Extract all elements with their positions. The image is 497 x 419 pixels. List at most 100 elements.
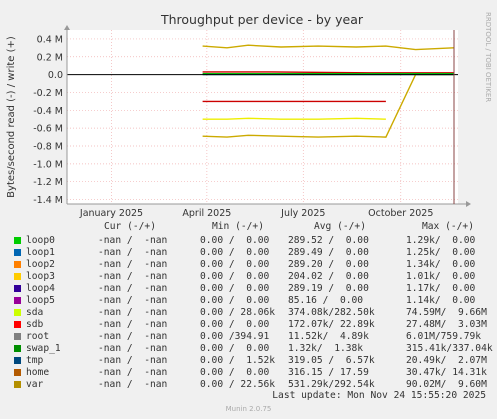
x-axis-arrow-icon — [466, 201, 471, 207]
legend-avg: 11.52k/ 4.89k — [288, 331, 369, 342]
legend-swatch — [14, 309, 21, 316]
legend-name: loop4 — [26, 283, 55, 294]
x-tick-label: April 2025 — [182, 208, 231, 219]
legend-header-max: Max (-/+) — [422, 221, 474, 232]
x-tick-label: July 2025 — [280, 208, 325, 219]
legend-name: loop1 — [26, 247, 55, 258]
legend-name: sdb — [26, 319, 44, 330]
legend-min: 0.00 / 0.00 — [200, 271, 270, 282]
legend-min: 0.00 / 22.56k — [200, 379, 276, 390]
legend-max: 20.49k/ 2.07M — [406, 355, 487, 366]
legend-cur: -nan / -nan — [98, 259, 168, 270]
legend-max: 27.48M/ 3.03M — [406, 319, 487, 330]
legend-name: loop2 — [26, 259, 55, 270]
legend-name: sda — [26, 307, 44, 318]
legend-swatch — [14, 357, 21, 364]
legend-cur: -nan / -nan — [98, 235, 168, 246]
legend-max: 30.47k/ 14.31k — [406, 367, 487, 378]
legend-avg: 85.16 / 0.00 — [288, 295, 364, 306]
legend-min: 0.00 / 0.00 — [200, 319, 270, 330]
legend-min: 0.00 / 28.06k — [200, 307, 276, 318]
legend-min: 0.00 / 0.00 — [200, 235, 270, 246]
legend-avg: 289.52 / 0.00 — [288, 235, 369, 246]
legend-cur: -nan / -nan — [98, 247, 168, 258]
y-tick-label: -0.6 M — [33, 124, 63, 135]
legend-swatch — [14, 369, 21, 376]
y-tick-label: 0.0 — [48, 70, 63, 81]
legend-swatch — [14, 381, 21, 388]
legend-max: 1.34k/ 0.00 — [406, 259, 476, 270]
legend-cur: -nan / -nan — [98, 379, 168, 390]
series-line-var — [202, 73, 454, 138]
legend-cur: -nan / -nan — [98, 271, 168, 282]
legend-header-min: Min (-/+) — [212, 221, 264, 232]
legend-min: 0.00 / 0.00 — [200, 259, 270, 270]
legend-name: tmp — [26, 355, 44, 366]
legend-cur: -nan / -nan — [98, 307, 168, 318]
legend-cur: -nan / -nan — [98, 283, 168, 294]
legend-avg: 289.19 / 0.00 — [288, 283, 369, 294]
axis-layer: 0.4 M 0.2 M 0.0 -0.2 M -0.4 M -0.6 M -0.8 M -1.… — [33, 25, 471, 219]
legend-min: 0.00 / 1.52k — [200, 355, 276, 366]
x-tick-label: October 2025 — [368, 208, 433, 219]
y-tick-label: 0.4 M — [37, 34, 63, 45]
legend-min: 0.00 / 0.00 — [200, 247, 270, 258]
legend-swatch — [14, 249, 21, 256]
x-tick-label: January 2025 — [79, 208, 143, 219]
legend-min: 0.00 / 0.00 — [200, 367, 270, 378]
y-tick-label: -1.4 M — [33, 195, 63, 206]
y-tick-label: -0.8 M — [33, 142, 63, 153]
legend-cur: -nan / -nan — [98, 367, 168, 378]
y-tick-label: -0.2 M — [33, 88, 63, 99]
legend-cur: -nan / -nan — [98, 295, 168, 306]
legend-swatch — [14, 237, 21, 244]
legend-avg: 531.29k/292.54k — [288, 379, 375, 390]
y-tick-label: -0.4 M — [33, 106, 63, 117]
y-tick-label: -1.2 M — [33, 177, 63, 188]
legend-max: 1.25k/ 0.00 — [406, 247, 476, 258]
legend-header-cur: Cur (-/+) — [104, 221, 156, 232]
legend-avg: 319.05 / 6.57k — [288, 355, 375, 366]
series-line-var — [202, 44, 454, 51]
legend-name: loop5 — [26, 295, 55, 306]
rrdtool-side-label: RRDTOOL / TOBI OETIKER — [484, 12, 492, 102]
legend-max: 315.41k/337.04k — [406, 343, 493, 354]
legend-name: home — [26, 367, 50, 378]
legend-swatch — [14, 261, 21, 268]
chart-title: Throughput per device - by year — [160, 12, 364, 27]
legend-cur: -nan / -nan — [98, 331, 168, 342]
legend-avg: 289.49 / 0.00 — [288, 247, 369, 258]
legend-swatch — [14, 285, 21, 292]
series-line-sdb — [202, 71, 454, 74]
legend-max: 74.59M/ 9.66M — [406, 307, 487, 318]
y-tick-label: 0.2 M — [37, 52, 63, 63]
last-update: Last update: Mon Nov 24 15:55:20 2025 — [272, 390, 486, 401]
legend-swatch — [14, 321, 21, 328]
legend-max: 1.17k/ 0.00 — [406, 283, 476, 294]
legend-swatch — [14, 297, 21, 304]
legend-max: 90.02M/ 9.60M — [406, 379, 487, 390]
legend-avg: 289.20 / 0.00 — [288, 259, 369, 270]
legend-max: 1.14k/ 0.00 — [406, 295, 476, 306]
legend-name: loop0 — [26, 235, 55, 246]
legend-cur: -nan / -nan — [98, 343, 168, 354]
legend-min: 0.00 / 0.00 — [200, 295, 270, 306]
legend-max: 1.01k/ 0.00 — [406, 271, 476, 282]
legend-max: 6.01M/759.79k — [406, 331, 482, 342]
legend-avg: 172.07k/ 22.89k — [288, 319, 375, 330]
y-axis-label: Bytes/second read (-) / write (+) — [6, 36, 17, 198]
legend-swatch — [14, 273, 21, 280]
legend-name: loop3 — [26, 271, 55, 282]
munin-version: Munin 2.0.75 — [225, 405, 272, 413]
legend-swatch — [14, 345, 21, 352]
legend-min: 0.00 / 0.00 — [200, 283, 270, 294]
grid-layer — [67, 30, 458, 204]
y-tick-label: -1.0 M — [33, 159, 63, 170]
legend-header-avg: Avg (-/+) — [314, 221, 366, 232]
legend-max: 1.29k/ 0.00 — [406, 235, 476, 246]
legend-cur: -nan / -nan — [98, 355, 168, 366]
legend-avg: 374.08k/282.50k — [288, 307, 375, 318]
legend-avg: 1.32k/ 1.38k — [288, 343, 364, 354]
legend-avg: 316.15 / 17.59 — [288, 367, 369, 378]
